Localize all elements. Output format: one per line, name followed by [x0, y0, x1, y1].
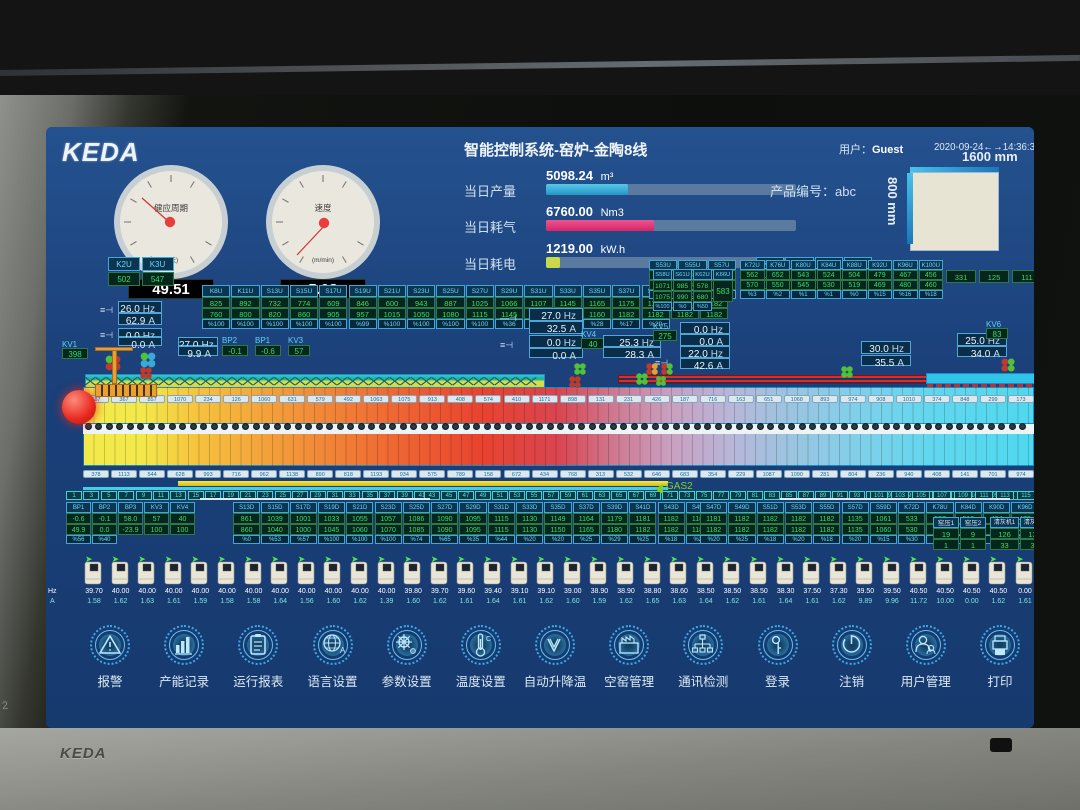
svg-text:C: C	[486, 636, 491, 643]
svg-text:A: A	[340, 646, 346, 655]
